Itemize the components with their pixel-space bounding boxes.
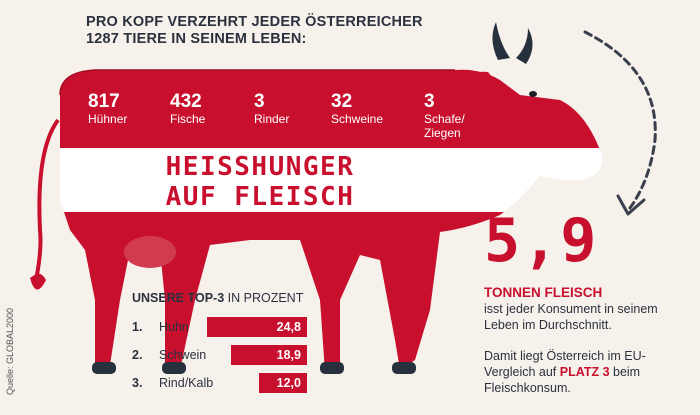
top3-title-rest: IN PROZENT [224, 291, 304, 305]
animal-count-label-line-2: Ziegen [424, 126, 461, 140]
top3-rank: 1. [132, 320, 143, 334]
banner-line-1: HEISSHUNGER [165, 152, 355, 182]
hoof [162, 362, 186, 374]
tonnen-highlight: TONNEN FLEISCH [484, 285, 603, 300]
animal-count-item: 3 Schafe/ Ziegen [424, 92, 514, 140]
platz-text-after: beim Fleischkonsum. [484, 365, 641, 395]
animal-count-value: 817 [88, 91, 120, 112]
top3-rank: 3. [132, 376, 143, 390]
animal-count-item: 3 Rinder [254, 92, 344, 126]
banner-line-2: AUF FLEISCH [165, 182, 355, 212]
top3-name: Huhn [159, 320, 189, 334]
hoof [92, 362, 116, 374]
top3-row: 1. Huhn 24,8 [132, 317, 307, 339]
ear [460, 71, 496, 87]
top3-row: 3. Rind/Kalb 12,0 [132, 373, 307, 395]
headline: PRO KOPF VERZEHRT JEDER ÖSTERREICHER 128… [86, 14, 446, 48]
animal-count-label: Schafe/ [424, 112, 465, 126]
banner-title: HEISSHUNGER AUF FLEISCH [125, 152, 395, 212]
top3-title-bold: UNSERE TOP-3 [132, 291, 225, 305]
top3-title: UNSERE TOP-3 IN PROZENT [132, 291, 307, 305]
animal-count-label: Rinder [254, 112, 290, 126]
horn-right [516, 28, 533, 64]
tonnen-body: isst jeder Konsument in seinem Leben im … [484, 302, 658, 332]
top3-bar: 18,9 [231, 345, 307, 365]
animal-count-label: Schweine [331, 112, 384, 126]
arrow-path [583, 30, 657, 210]
platz-highlight: PLATZ 3 [559, 365, 610, 379]
hoof [320, 362, 344, 374]
platz-text: Damit liegt Österreich im EU-Vergleich a… [484, 348, 694, 396]
animal-count-value: 3 [254, 91, 265, 112]
headline-line-1: PRO KOPF VERZEHRT JEDER ÖSTERREICHER [86, 14, 423, 30]
top3-row: 2. Schwein 18,9 [132, 345, 307, 367]
animal-count-item: 432 Fische [170, 92, 260, 126]
udder [124, 236, 176, 268]
big-number: 5,9 [484, 206, 599, 276]
animal-count-item: 32 Schweine [331, 92, 421, 126]
hoof [392, 362, 416, 374]
tail [34, 118, 60, 281]
arrow-head-icon [616, 194, 646, 216]
animal-count-value: 432 [170, 91, 202, 112]
animal-count-item: 817 Hühner [88, 92, 178, 126]
headline-line-2: 1287 TIERE IN SEINEM LEBEN: [86, 31, 307, 47]
platz-text-before: Damit liegt Österreich im EU-Vergleich a… [484, 349, 646, 379]
source-note: Quelle: GLOBAL2000 [5, 307, 15, 395]
tail-tip [30, 273, 46, 290]
eye [529, 91, 537, 97]
horn-left [492, 22, 510, 60]
animal-count-label: Hühner [88, 112, 128, 126]
animal-count-label: Fische [170, 112, 206, 126]
top3-chart: UNSERE TOP-3 IN PROZENT 1. Huhn 24,8 2. … [132, 291, 307, 393]
top3-bar: 12,0 [259, 373, 307, 393]
top3-rank: 2. [132, 348, 143, 362]
top3-name: Schwein [159, 348, 207, 362]
tonnen-text: TONNEN FLEISCH isst jeder Konsument in s… [484, 285, 694, 333]
animal-count-value: 3 [424, 91, 435, 112]
top3-name: Rind/Kalb [159, 376, 214, 390]
animal-count-value: 32 [331, 91, 353, 112]
top3-bar: 24,8 [207, 317, 307, 337]
